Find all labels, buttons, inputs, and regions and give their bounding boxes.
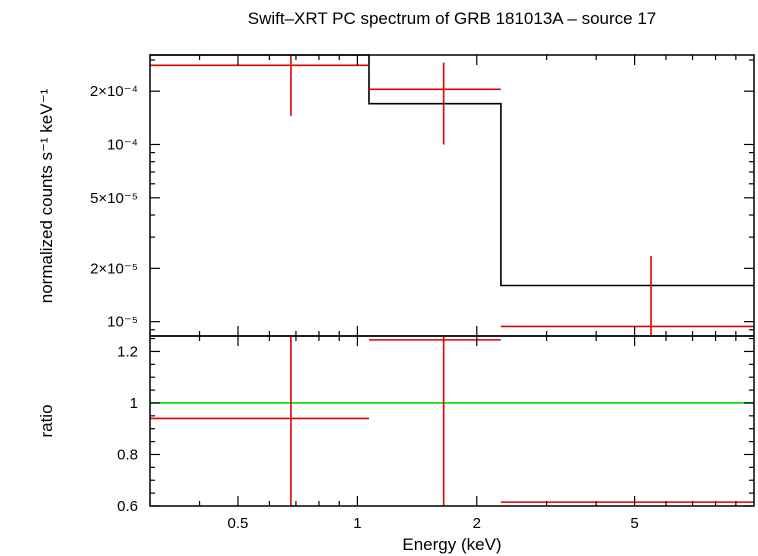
top-y-axis-label: normalized counts s⁻¹ keV⁻¹ [37, 88, 56, 303]
y-tick-label: 1 [130, 395, 138, 412]
ratio-data-point [369, 336, 501, 506]
bottom-y-axis-label: ratio [37, 404, 56, 437]
x-axis-label: Energy (keV) [402, 535, 501, 554]
spectrum-data-point [150, 55, 370, 116]
spectrum-data-point [500, 255, 754, 336]
ratio-data-point [500, 501, 754, 503]
y-tick-label: 10⁻⁴ [107, 136, 138, 153]
chart-title: Swift–XRT PC spectrum of GRB 181013A – s… [248, 9, 657, 28]
y-tick-label: 0.8 [117, 446, 138, 463]
x-tick-label: 0.5 [228, 515, 249, 532]
bottom-panel-frame [149, 335, 755, 507]
x-tick-label: 5 [630, 515, 638, 532]
y-tick-label: 2×10⁻⁵ [90, 260, 138, 277]
y-tick-label: 2×10⁻⁴ [90, 83, 138, 100]
bottom-panel: 0.5 1 2 5 0.6 0.8 1 1.2 ratio Energy (keV) [37, 335, 755, 554]
spectrum-data-point [369, 62, 501, 145]
x-tick-label: 1 [353, 515, 361, 532]
ratio-data-point [150, 336, 370, 506]
y-tick-label: 10⁻⁵ [107, 314, 138, 331]
x-tick-label: 2 [473, 515, 481, 532]
top-panel: 10⁻⁵ 2×10⁻⁵ 5×10⁻⁵ 10⁻⁴ 2×10⁻⁴ normalized co… [37, 54, 755, 337]
y-tick-label: 0.6 [117, 498, 138, 515]
y-tick-label: 5×10⁻⁵ [90, 190, 138, 207]
top-panel-frame [149, 54, 755, 337]
y-tick-label: 1.2 [117, 343, 138, 360]
